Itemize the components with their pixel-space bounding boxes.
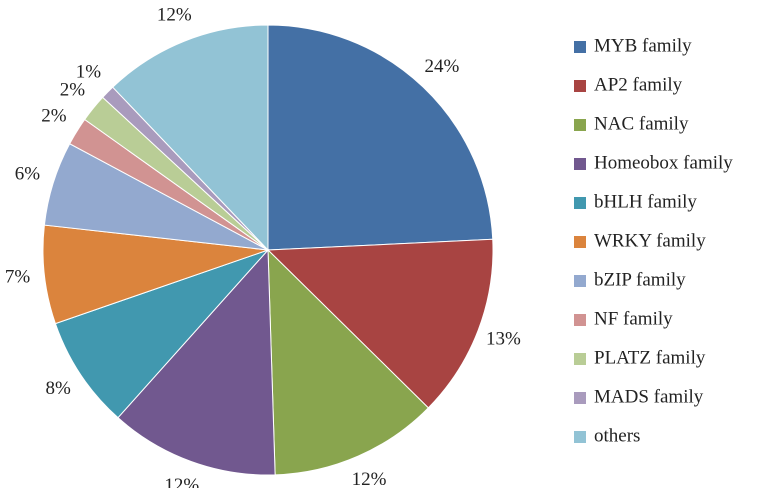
legend-label: NF family (594, 308, 673, 329)
data-label: 2% (41, 105, 67, 126)
data-label: 12% (157, 4, 192, 25)
data-label: 7% (5, 266, 31, 287)
legend-swatch (574, 119, 586, 131)
pie-slice (112, 24, 269, 252)
legend-swatch (574, 80, 586, 92)
pie-slice (54, 248, 270, 419)
pie-slice (117, 248, 276, 476)
data-label: 8% (46, 378, 72, 399)
pie-slice (267, 24, 494, 251)
legend-swatch (574, 41, 586, 53)
data-label: 6% (15, 164, 41, 185)
legend-label: bZIP family (594, 269, 686, 290)
legend-swatch (574, 236, 586, 248)
pie-slice (267, 248, 430, 476)
legend-label: AP2 family (594, 74, 683, 95)
data-label: 24% (424, 56, 459, 77)
legend-label: Homeobox family (594, 152, 733, 173)
data-label: 13% (486, 328, 521, 349)
legend-swatch (574, 314, 586, 326)
legend-label: MADS family (594, 386, 704, 407)
legend-label: PLATZ family (594, 347, 706, 368)
legend-swatch (574, 158, 586, 170)
data-label: 2% (60, 79, 86, 100)
legend-label: bHLH family (594, 191, 697, 212)
data-label: 12% (352, 469, 387, 488)
pie-slice (266, 238, 494, 409)
legend-label: MYB family (594, 35, 692, 56)
legend-swatch (574, 275, 586, 287)
legend-label: others (594, 425, 640, 446)
data-label: 12% (164, 475, 199, 488)
legend-swatch (574, 392, 586, 404)
legend-label: NAC family (594, 113, 689, 134)
legend-swatch (574, 197, 586, 209)
legend-label: WRKY family (594, 230, 706, 251)
data-label: 1% (76, 62, 102, 83)
legend-swatch (574, 353, 586, 365)
legend-swatch (574, 431, 586, 443)
